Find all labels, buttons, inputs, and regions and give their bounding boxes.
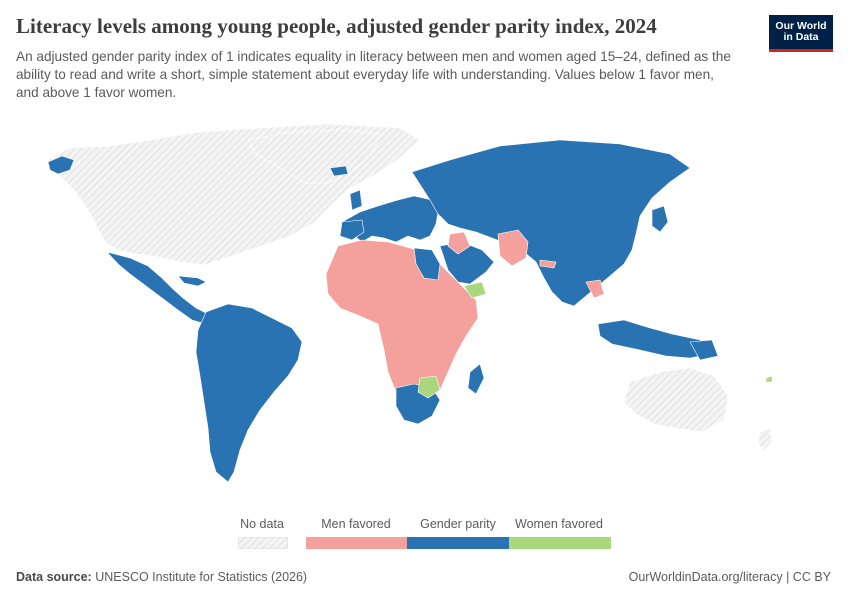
- region-uk[interactable]: [349, 189, 363, 211]
- region-laos[interactable]: [585, 279, 605, 299]
- region-new-zealand[interactable]: [757, 427, 773, 451]
- region-iraq[interactable]: [447, 231, 471, 255]
- region-europe[interactable]: [341, 195, 439, 243]
- map-legend: No data Men favored Gender parity Women …: [235, 517, 615, 551]
- region-papua-new-guinea[interactable]: [689, 339, 719, 361]
- region-japan[interactable]: [651, 205, 669, 233]
- region-alaska[interactable]: [47, 155, 75, 175]
- region-nepal[interactable]: [539, 259, 557, 269]
- region-madagascar[interactable]: [467, 363, 485, 395]
- data-source: Data source: UNESCO Institute for Statis…: [16, 570, 307, 584]
- legend-label-women-favored: Women favored: [514, 517, 604, 531]
- region-maritime-se-asia[interactable]: [597, 319, 711, 359]
- owid-logo[interactable]: Our World in Data: [769, 15, 833, 52]
- chart-subtitle: An adjusted gender parity index of 1 ind…: [16, 49, 731, 100]
- region-iceland[interactable]: [329, 165, 349, 177]
- region-caribbean[interactable]: [177, 275, 207, 287]
- legend-swatch-gender-parity[interactable]: [407, 537, 509, 549]
- logo-line-1: Our World: [775, 20, 827, 32]
- legend-swatch-men-favored[interactable]: [306, 537, 407, 549]
- legend-label-gender-parity: Gender parity: [420, 517, 496, 531]
- world-map: [0, 110, 850, 510]
- source-url-license[interactable]: OurWorldinData.org/literacy | CC BY: [628, 570, 831, 584]
- region-zimbabwe[interactable]: [417, 375, 441, 399]
- region-yemen[interactable]: [463, 281, 487, 299]
- legend-swatch-women-favored[interactable]: [509, 537, 611, 549]
- legend-label-no-data: No data: [240, 517, 284, 531]
- legend-swatch-no-data[interactable]: [238, 537, 288, 549]
- legend-label-men-favored: Men favored: [321, 517, 391, 531]
- region-afghanistan-pakistan[interactable]: [497, 229, 529, 267]
- chart-title: Literacy levels among young people, adju…: [16, 14, 657, 38]
- region-pacific-islands[interactable]: [765, 375, 773, 383]
- region-south-america[interactable]: [195, 303, 303, 483]
- logo-line-2: in Data: [783, 31, 819, 43]
- data-source-text: UNESCO Institute for Statistics (2026): [95, 570, 308, 584]
- data-source-label: Data source:: [16, 570, 92, 584]
- region-maghreb[interactable]: [339, 219, 365, 241]
- region-australia[interactable]: [623, 367, 729, 433]
- region-north-africa[interactable]: [413, 247, 441, 281]
